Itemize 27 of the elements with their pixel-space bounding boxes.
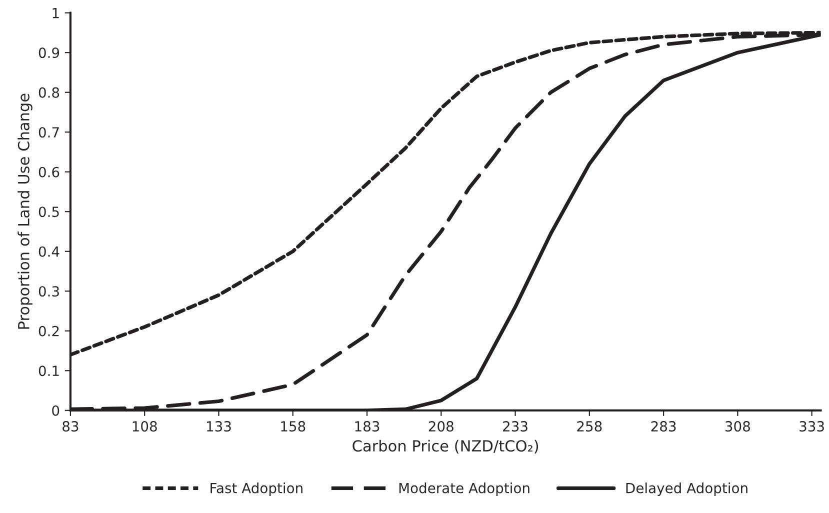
legend-label: Delayed Adoption bbox=[626, 482, 748, 496]
x-tick-label: 183 bbox=[355, 421, 380, 432]
y-tick-label: 0 bbox=[52, 405, 60, 416]
y-tick-label: 0.1 bbox=[38, 366, 59, 376]
x-tick-label: 133 bbox=[207, 421, 231, 432]
y-tick-label: 0.5 bbox=[38, 206, 59, 218]
legend-label: Moderate Adoption bbox=[399, 482, 530, 496]
x-tick-label: 233 bbox=[503, 421, 528, 432]
y-tick-label: 0.3 bbox=[38, 286, 59, 297]
x-axis-title: Carbon Price (NZD/tCO₂) bbox=[352, 440, 538, 454]
y-tick-label: 0.7 bbox=[38, 127, 59, 138]
legend-label: Fast Adoption bbox=[210, 482, 302, 496]
y-tick-label: 0.8 bbox=[38, 87, 60, 98]
x-tick-label: 208 bbox=[428, 421, 454, 432]
x-tick-label: 258 bbox=[577, 421, 602, 432]
x-tick-label: 308 bbox=[725, 421, 750, 432]
y-tick-label: 0.9 bbox=[38, 48, 60, 58]
x-tick-label: 108 bbox=[132, 421, 157, 432]
y-tick-label: 0.6 bbox=[38, 166, 60, 178]
y-axis-title: Proportion of Land Use Change bbox=[18, 94, 32, 329]
x-tick-label: 283 bbox=[651, 421, 676, 432]
y-tick-label: 0.4 bbox=[38, 246, 60, 257]
x-tick-label: 333 bbox=[800, 421, 824, 432]
y-tick-label: 1 bbox=[52, 8, 59, 18]
y-tick-label: 0.2 bbox=[38, 326, 59, 336]
x-tick-label: 158 bbox=[281, 421, 306, 432]
x-tick-label: 83 bbox=[62, 421, 78, 432]
